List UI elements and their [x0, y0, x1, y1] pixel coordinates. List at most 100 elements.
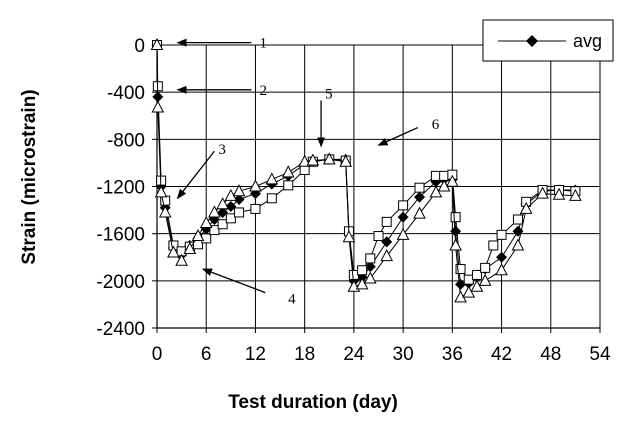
data-point-triangle	[478, 273, 492, 286]
x-tick-label: 42	[491, 344, 512, 365]
data-point-square	[471, 269, 482, 280]
data-point-triangle	[339, 154, 353, 167]
data-point-square	[480, 262, 491, 273]
y-tick-label: -400	[107, 83, 145, 104]
data-point-square	[455, 264, 466, 275]
data-point-square	[225, 213, 236, 224]
x-tick-label: 48	[540, 344, 561, 365]
data-point-square	[398, 200, 409, 211]
data-point-triangle	[413, 206, 426, 219]
data-point-triangle	[306, 153, 320, 166]
y-tick-label: -2000	[96, 272, 145, 293]
data-point-triangle	[396, 227, 410, 240]
data-point-triangle	[446, 174, 459, 187]
data-point-triangle	[355, 277, 369, 290]
data-point-triangle	[183, 241, 197, 254]
data-point-triangle	[462, 285, 476, 298]
data-point-triangle	[298, 154, 311, 167]
data-point-triangle	[158, 205, 172, 218]
data-point-square	[463, 274, 474, 285]
data-point-diamond	[217, 206, 229, 218]
annotation-label: 2	[259, 83, 267, 99]
data-point-diamond	[397, 211, 409, 223]
y-tick-label: -2400	[96, 319, 145, 340]
data-point-triangle	[151, 100, 165, 113]
x-tick-label: 54	[589, 344, 611, 365]
data-point-square	[512, 214, 523, 225]
annotation-label: 3	[218, 142, 226, 158]
axes	[156, 43, 600, 329]
x-tick-label: 36	[442, 344, 463, 365]
data-point-square	[373, 231, 384, 242]
data-point-diamond	[233, 193, 245, 205]
data-point-square	[348, 269, 359, 280]
data-point-square	[381, 216, 392, 227]
data-point-diamond	[364, 261, 376, 273]
data-point-triangle	[216, 197, 229, 210]
data-point-triangle	[552, 187, 566, 200]
data-point-square	[299, 164, 310, 175]
data-point-square	[430, 170, 441, 181]
annotation-label: 1	[259, 36, 267, 52]
data-point-square	[439, 170, 450, 181]
grid-lines	[157, 44, 601, 328]
data-point-square	[488, 240, 499, 251]
data-point-diamond	[496, 251, 508, 263]
data-point-triangle	[175, 253, 188, 266]
annotation-arrow	[377, 126, 419, 146]
data-point-triangle	[342, 230, 356, 243]
data-point-square	[496, 229, 507, 240]
data-point-triangle	[429, 185, 443, 198]
data-point-diamond	[450, 225, 462, 237]
data-point-triangle	[495, 263, 508, 276]
data-point-diamond	[381, 236, 393, 248]
legend: avg	[482, 19, 614, 62]
data-point-triangle	[167, 245, 180, 258]
data-point-diamond	[414, 191, 426, 203]
annotation-label: 6	[432, 117, 440, 133]
data-point-triangle	[249, 179, 262, 192]
y-tick-label: -1600	[96, 225, 145, 246]
series-layer	[150, 37, 582, 303]
data-point-triangle	[150, 37, 164, 50]
data-point-triangle	[536, 186, 549, 199]
x-tick-label: 0	[152, 344, 163, 365]
series-series-3	[150, 37, 582, 303]
data-point-square	[217, 219, 228, 230]
x-tick-label: 12	[245, 344, 266, 365]
data-point-square	[266, 193, 277, 204]
annotation-label: 5	[325, 86, 333, 102]
data-point-triangle	[322, 152, 336, 165]
annotation-arrow	[202, 268, 266, 294]
series-avg	[151, 39, 581, 290]
series-line-series-2	[156, 44, 576, 281]
data-point-triangle	[191, 228, 205, 242]
data-point-square	[414, 182, 425, 193]
data-point-square	[201, 233, 212, 244]
y-tick-label: -1200	[96, 178, 145, 199]
data-point-diamond	[225, 201, 237, 213]
x-tick-label: 24	[343, 344, 365, 365]
legend-marker-avg	[526, 35, 538, 47]
data-point-square	[250, 203, 261, 214]
annotation-4: 4	[202, 268, 296, 308]
x-axis-title: Test duration (day)	[228, 392, 398, 413]
data-point-square	[357, 265, 368, 276]
x-tick-label: 18	[294, 344, 315, 365]
data-point-triangle	[519, 201, 533, 214]
data-point-triangle	[281, 165, 295, 178]
data-point-triangle	[380, 248, 394, 262]
x-tick-label: 6	[201, 344, 212, 365]
data-point-triangle	[154, 185, 168, 198]
annotation-2: 2	[176, 83, 267, 99]
data-point-diamond	[455, 278, 467, 290]
x-tick-label: 30	[393, 344, 414, 365]
annotation-3: 3	[176, 142, 226, 200]
x-axis-ticks: 0 6 12 18 24 30 36 42 48 54	[152, 328, 611, 365]
data-point-triangle	[511, 238, 525, 251]
annotations-layer: 1 2 3 4 5 6	[176, 36, 440, 308]
y-axis-title: Strain (microstrain)	[19, 89, 40, 264]
data-point-triangle	[569, 188, 582, 201]
data-point-triangle	[265, 172, 279, 185]
